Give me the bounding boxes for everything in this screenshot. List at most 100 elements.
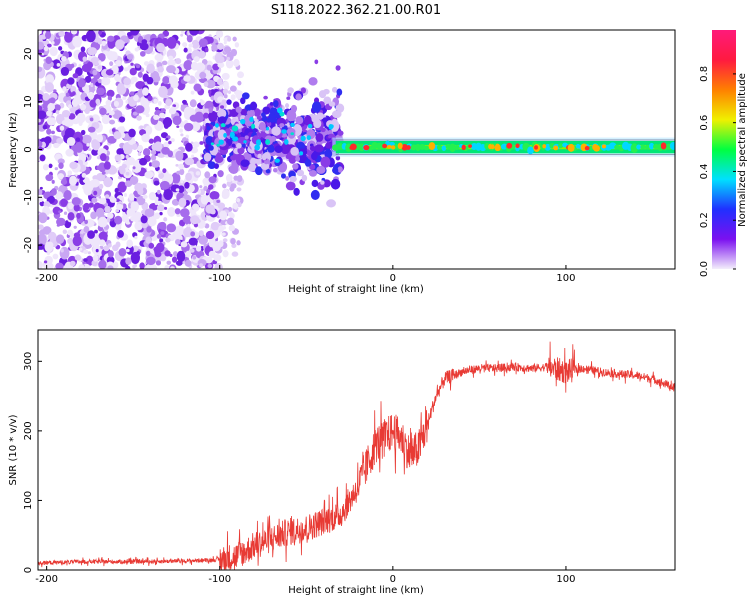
spectrogram-cell (92, 254, 99, 262)
spectrogram-cell (107, 212, 114, 219)
spectrogram-cell (132, 111, 138, 116)
spectrogram-cell (210, 142, 215, 146)
spectrogram-cell (206, 64, 212, 71)
spectrogram-cell (194, 111, 204, 123)
colorbar: 0.0 0.2 0.4 0.6 0.8 Normalized spectral ampl… (699, 30, 748, 277)
spectrogram-cell (198, 50, 206, 59)
spectrogram-cell (397, 142, 403, 150)
spectrogram-cell (284, 139, 289, 145)
spectrogram-cell (286, 109, 297, 122)
spectrogram-cell (236, 175, 243, 182)
spectrogram-cell (67, 77, 75, 85)
spectrogram-cell (64, 32, 73, 43)
spectrogram-cell (77, 79, 86, 88)
spectrogram-cell (542, 144, 547, 149)
spectrogram-cell (83, 203, 90, 210)
spectrogram-cell (95, 248, 99, 253)
spectrogram-cell (134, 235, 138, 240)
spectrogram-cell (134, 221, 143, 231)
spectrogram-cell (144, 170, 154, 179)
spectrogram-cell (66, 136, 76, 146)
spectrogram-cell (205, 204, 215, 214)
spectrogram-cell (307, 123, 313, 129)
spectrogram-cell (162, 76, 170, 85)
spectrogram-cell (146, 226, 152, 233)
spectrogram-cell (424, 145, 429, 151)
spectrogram-cell (139, 262, 145, 269)
spectrogram-cell (142, 194, 148, 199)
spectrogram-cell (534, 145, 538, 150)
snr-x-label: Height of straight line (km) (288, 585, 424, 596)
spectrogram-cell (558, 143, 564, 149)
spectrogram-cell (316, 165, 326, 174)
spectrogram-cell (236, 187, 242, 192)
y-tick-label: 20 (23, 48, 34, 61)
spectrogram-cell (46, 43, 52, 48)
spectrogram-cell (180, 208, 190, 218)
spectrogram-cell (182, 42, 188, 48)
spectrogram-cell (151, 160, 161, 168)
spectrogram-cell (76, 212, 81, 219)
spectrogram-cell (164, 264, 170, 269)
spectrogram-cell (109, 110, 115, 116)
spectrogram-cell (287, 87, 294, 94)
spectrogram-cell (337, 130, 344, 136)
spectrogram-cell (139, 42, 149, 51)
spectrogram-cell (226, 217, 235, 226)
spectrogram-cell (236, 142, 242, 149)
spectrogram-cell (149, 42, 154, 47)
spectrogram-cell (158, 221, 167, 230)
spectrogram-cell (261, 115, 268, 122)
spectrogram-cell (441, 145, 447, 152)
spectrogram-cell (53, 89, 57, 93)
spectrogram-cell (107, 135, 117, 144)
spectrogram-cell (65, 148, 74, 157)
spectrogram-cell (390, 145, 396, 150)
spectrogram-cell (280, 173, 286, 179)
spectrogram-cell (150, 149, 157, 156)
y-tick-label: 200 (23, 421, 34, 440)
spectrogram-cell (251, 144, 256, 150)
spectrogram-cell (223, 81, 229, 88)
spectrogram-cell (124, 180, 133, 187)
spectrogram-cell (39, 200, 45, 207)
spectrogram-cell (57, 158, 65, 165)
spectrogram-cell (46, 251, 51, 256)
spectrogram-cell (206, 125, 211, 131)
spectrogram-cell (172, 104, 177, 108)
spectrogram-cell (506, 142, 513, 149)
spectrogram-cell (277, 107, 283, 114)
spectrogram-cell (156, 234, 162, 239)
spectrogram-cell (61, 56, 67, 62)
spectrogram-cell (336, 88, 343, 96)
spectrogram-cell (68, 104, 73, 109)
spectrogram-cell (139, 157, 148, 166)
spectrogram-cell (266, 121, 272, 127)
spectrogram-cell (235, 90, 244, 100)
spectrogram-cell (157, 100, 162, 106)
spectrogram-cell (256, 131, 261, 136)
spectrogram-cell (220, 105, 225, 109)
spectrogram-cell (153, 114, 160, 120)
spectrogram-cell (58, 162, 64, 170)
spectrogram-cell (158, 172, 165, 180)
spectrogram-cell (256, 115, 262, 120)
spectrogram-cell (174, 238, 181, 245)
spectrogram-cell (99, 153, 107, 162)
spectrogram-cell (337, 166, 343, 173)
spectrogram-cell (91, 148, 99, 156)
spectrogram-cell (145, 250, 151, 257)
spectrogram-cell (122, 96, 127, 100)
snr-series-line (38, 341, 675, 570)
spectrogram-cell (165, 237, 171, 243)
spectrogram-cell (183, 75, 191, 82)
spectrogram-cell (468, 144, 472, 148)
spectrogram-cell (140, 215, 148, 224)
spectrogram-cell (44, 241, 54, 253)
spectrogram-cell (42, 163, 49, 171)
y-tick-label: 10 (23, 95, 34, 108)
spectrogram-cell (113, 131, 122, 140)
spectrogram-cell (644, 144, 650, 150)
